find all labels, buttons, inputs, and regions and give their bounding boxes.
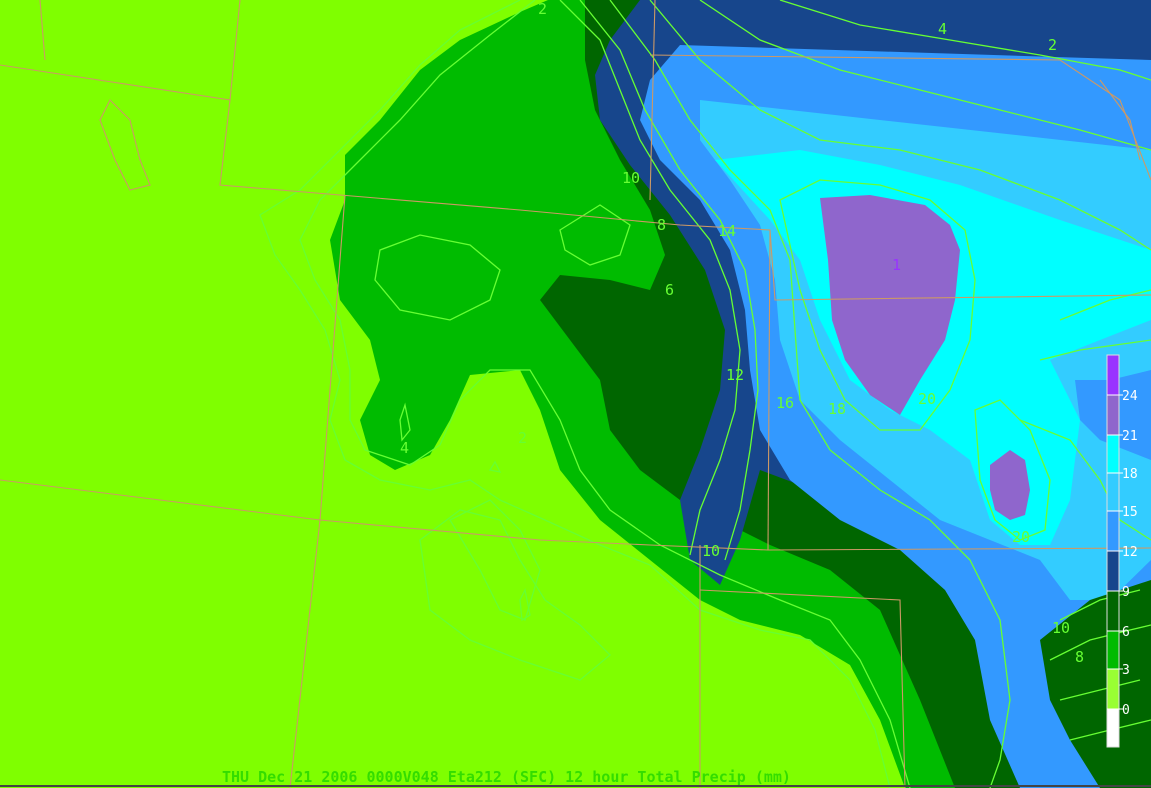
contour-label: 10: [702, 542, 720, 560]
colorbar-band: [1107, 669, 1119, 709]
contour-label: 2: [538, 0, 547, 18]
colorbar-tick-label: 15: [1122, 505, 1138, 520]
contour-label: 8: [657, 216, 666, 234]
colorbar-band: [1107, 435, 1119, 473]
colorbar: 24 21 18 15 12 9 6 3 0: [1106, 354, 1138, 748]
colorbar-band: [1107, 511, 1119, 551]
contour-label: 10: [622, 169, 640, 187]
precip-band-21-24-main: [820, 195, 960, 415]
contour-label: 1: [892, 256, 901, 274]
colorbar-tick-label: 0: [1122, 703, 1130, 718]
colorbar-band: [1107, 355, 1119, 395]
contour-label: 10: [1052, 619, 1070, 637]
precip-band-21-24-south: [990, 450, 1030, 520]
contour-label: 12: [726, 366, 744, 384]
contour-label: 4: [938, 20, 947, 38]
colorbar-ticks: [1107, 394, 1123, 710]
contour-label: 2: [1048, 36, 1057, 54]
colorbar-tick-label: 3: [1122, 663, 1130, 678]
contour-label: 18: [828, 400, 846, 418]
contour-label: 20: [1012, 528, 1030, 546]
contour-label: 4: [400, 439, 409, 457]
contour-label: 16: [776, 394, 794, 412]
colorbar-band: [1107, 591, 1119, 631]
colorbar-tick-label: 12: [1122, 545, 1138, 560]
colorbar-tick-label: 9: [1122, 585, 1130, 600]
contour-label: 8: [1075, 648, 1084, 666]
contour-lines: [259, 0, 1151, 788]
colorbar-band: [1107, 709, 1119, 747]
contour-labels: 2 4 2 10 8 14 6 1 12 16 18 20 4 2 10 20 …: [400, 0, 1084, 666]
contour-label: 6: [665, 281, 674, 299]
contour-label: 14: [718, 222, 736, 240]
colorbar-tick-label: 18: [1122, 467, 1138, 482]
contour-label: 20: [918, 390, 936, 408]
colorbar-band: [1107, 473, 1119, 511]
map-caption: THU Dec 21 2006 0000V048 Eta212 (SFC) 12…: [222, 768, 791, 786]
colorbar-band: [1107, 551, 1119, 591]
colorbar-tick-label: 24: [1122, 389, 1138, 404]
colorbar-tick-label: 6: [1122, 625, 1130, 640]
colorbar-band: [1107, 395, 1119, 435]
colorbar-band: [1107, 631, 1119, 669]
contour-label: 2: [518, 429, 527, 447]
colorbar-tick-label: 21: [1122, 429, 1138, 444]
